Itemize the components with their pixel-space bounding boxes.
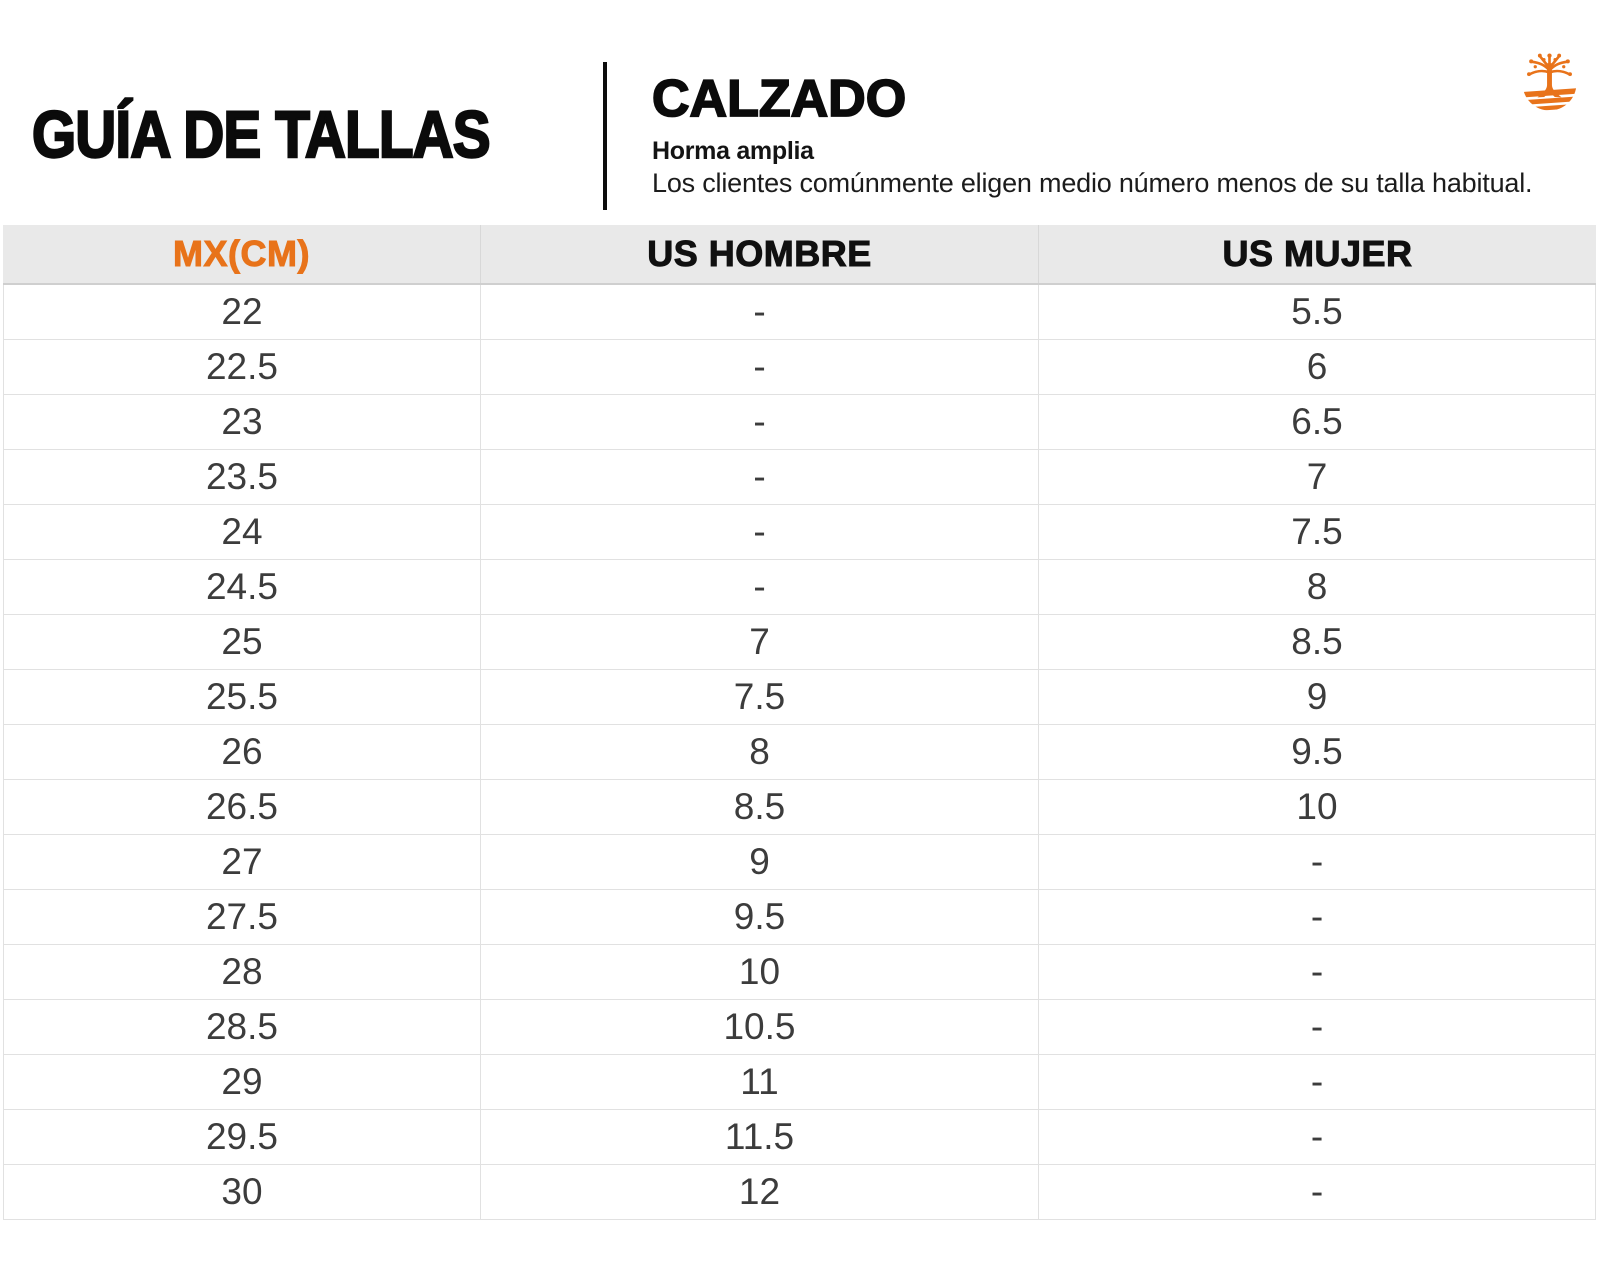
table-row: 23 -6.5 [4,395,1595,450]
table-cell: 10.5 [480,1000,1038,1054]
table-cell: 8 [480,725,1038,779]
table-row: 24 -7.5 [4,505,1595,560]
column-header: MX(CM) [173,233,310,275]
table-cell: 29 [221,1061,263,1102]
table-cell: 22 [221,291,263,332]
timberland-tree-icon [1522,51,1577,111]
table-cell: 24 [221,511,263,552]
table-row: 29.5 11.5- [4,1110,1595,1165]
column-header: US MUJER [1038,225,1596,283]
table-cell: 12 [480,1165,1038,1219]
table-cell: - [1038,1110,1595,1164]
table-cell: 9.5 [480,890,1038,944]
table-cell: 23 [221,401,263,442]
table-cell: 28.5 [205,1006,278,1047]
table-cell: - [480,560,1038,614]
table-cell: - [1038,1165,1595,1219]
table-cell: 26.5 [205,786,278,827]
table-cell: 22.5 [205,346,278,387]
table-row: 22.5 -6 [4,340,1595,395]
table-cell: 11 [480,1055,1038,1109]
table-row: 28 10- [4,945,1595,1000]
table-cell: 7 [480,615,1038,669]
table-cell: 9.5 [1038,725,1595,779]
table-cell: 11.5 [480,1110,1038,1164]
table-cell: 28 [221,951,263,992]
table-row: 26 8 9.5 [4,725,1595,780]
table-cell: 8.5 [1038,615,1595,669]
table-cell: 8.5 [480,780,1038,834]
column-header: US HOMBRE [480,225,1038,283]
table-cell: 7 [1038,450,1595,504]
table-cell: 8 [1038,560,1595,614]
table-row: 26.5 8.5 10 [4,780,1595,835]
table-row: 28.5 10.5- [4,1000,1595,1055]
size-table: MX(CM) US HOMBRE US MUJER 22-5.5 22.5-6 23-6… [3,225,1596,1220]
table-cell: 10 [1038,780,1595,834]
table-cell: - [1038,835,1595,889]
table-cell: - [480,395,1038,449]
table-cell: - [480,450,1038,504]
table-row: 29 11- [4,1055,1595,1110]
section-description: Los clientes comúnmente eligen medio núm… [652,168,1533,198]
table-cell: 9 [1038,670,1595,724]
table-cell: 24.5 [205,566,278,607]
table-cell: - [1038,945,1595,999]
table-cell: 27.5 [205,896,278,937]
table-cell: 27 [221,841,263,882]
table-cell: 25.5 [205,676,278,717]
table-row: 27 9- [4,835,1595,890]
table-cell: 25 [221,621,263,662]
table-cell: 7.5 [480,670,1038,724]
table-cell: 6 [1038,340,1595,394]
header-divider [603,62,607,210]
table-cell: 29.5 [205,1116,278,1157]
table-cell: 6.5 [1038,395,1595,449]
table-cell: - [1038,1055,1595,1109]
table-row: 30 12- [4,1165,1595,1220]
table-cell: - [480,285,1038,339]
table-row: 25 7 8.5 [4,615,1595,670]
table-cell: - [1038,1000,1595,1054]
section-subtitle: Horma amplia [652,137,814,165]
table-cell: 23.5 [205,456,278,497]
page-title: GUÍA DE TALLAS [31,97,492,171]
table-row: 27.5 9.5- [4,890,1595,945]
table-cell: - [480,505,1038,559]
table-cell: 7.5 [1038,505,1595,559]
table-cell: 10 [480,945,1038,999]
section-title: CALZADO [651,70,907,128]
table-cell: 9 [480,835,1038,889]
table-cell: - [1038,890,1595,944]
table-row: 25.5 7.5 9 [4,670,1595,725]
table-row: 24.5 -8 [4,560,1595,615]
table-cell: 5.5 [1038,285,1595,339]
table-body: 22-5.5 22.5-6 23-6.5 23.5-7 24-7.5 24.5-8 25 7 8… [3,285,1596,1220]
table-cell: 26 [221,731,263,772]
table-row: 23.5 -7 [4,450,1595,505]
table-row: 22 -5.5 [4,285,1595,340]
table-cell: 30 [221,1171,263,1212]
table-header-row: MX(CM) US HOMBRE US MUJER [3,225,1596,285]
table-cell: - [480,340,1038,394]
